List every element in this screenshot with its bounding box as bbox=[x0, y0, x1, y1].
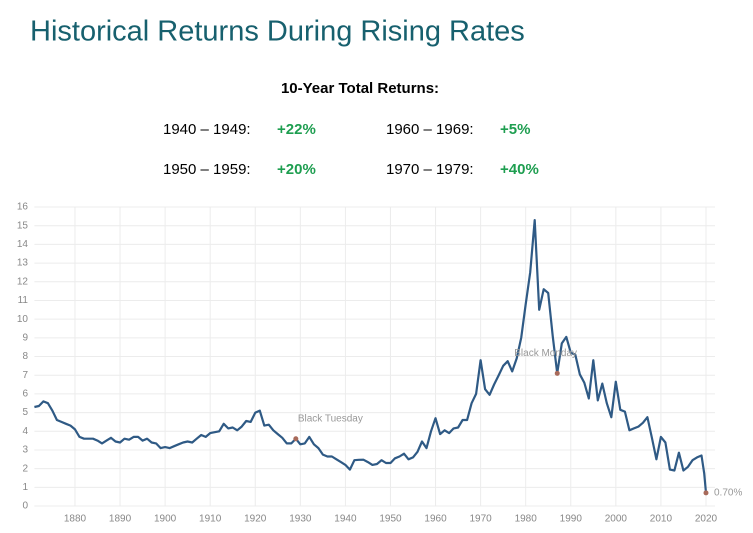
x-tick-label: 2000 bbox=[605, 514, 628, 525]
y-tick-label: 6 bbox=[22, 389, 28, 400]
return-value: +40% bbox=[500, 161, 539, 178]
annotation-label: Black Monday bbox=[514, 348, 577, 359]
period: 1940 – 1949: bbox=[163, 121, 251, 138]
x-tick-label: 1990 bbox=[560, 514, 583, 525]
return-value: +20% bbox=[277, 161, 316, 178]
subtitle: 10-Year Total Returns: bbox=[281, 80, 439, 97]
annotation-marker bbox=[703, 490, 709, 496]
y-tick-label: 5 bbox=[22, 407, 28, 418]
x-tick-label: 1920 bbox=[244, 514, 267, 525]
y-tick-label: 2 bbox=[22, 463, 28, 474]
x-tick-label: 1940 bbox=[334, 514, 357, 525]
period: 1950 – 1959: bbox=[163, 161, 251, 178]
x-tick-label: 1960 bbox=[424, 514, 447, 525]
y-tick-label: 15 bbox=[17, 220, 29, 231]
x-tick-label: 1880 bbox=[64, 514, 87, 525]
x-tick-label: 1900 bbox=[154, 514, 177, 525]
x-tick-label: 1950 bbox=[379, 514, 402, 525]
y-tick-label: 10 bbox=[17, 314, 29, 325]
x-tick-label: 1890 bbox=[109, 514, 132, 525]
y-tick-label: 13 bbox=[17, 258, 29, 269]
y-tick-label: 7 bbox=[22, 370, 28, 381]
y-tick-label: 8 bbox=[22, 351, 28, 362]
page-title: Historical Returns During Rising Rates bbox=[30, 16, 525, 48]
y-tick-label: 0 bbox=[22, 501, 28, 512]
period: 1970 – 1979: bbox=[386, 161, 474, 178]
return-value: +5% bbox=[500, 121, 530, 138]
x-tick-label: 2010 bbox=[650, 514, 673, 525]
x-tick-label: 2020 bbox=[695, 514, 718, 525]
y-tick-label: 16 bbox=[17, 202, 29, 213]
period: 1960 – 1969: bbox=[386, 121, 474, 138]
line bbox=[34, 219, 708, 494]
y-tick-label: 14 bbox=[17, 239, 29, 250]
y-tick-label: 11 bbox=[18, 295, 29, 306]
annotation-marker bbox=[554, 370, 560, 376]
y-tick-label: 4 bbox=[22, 426, 28, 437]
x-tick-label: 1910 bbox=[199, 514, 222, 525]
x-tick-label: 1930 bbox=[289, 514, 312, 525]
annotation-label: Black Tuesday bbox=[298, 413, 363, 424]
annotation-label: 0.70% bbox=[714, 488, 742, 499]
x-tick-label: 1980 bbox=[515, 514, 538, 525]
y-tick-label: 1 bbox=[22, 482, 28, 493]
annotation-marker bbox=[293, 436, 299, 442]
y-tick-label: 9 bbox=[22, 332, 28, 343]
return-value: +22% bbox=[277, 121, 316, 138]
y-tick-label: 3 bbox=[22, 445, 28, 456]
y-tick-label: 12 bbox=[17, 276, 29, 287]
x-tick-label: 1970 bbox=[469, 514, 492, 525]
